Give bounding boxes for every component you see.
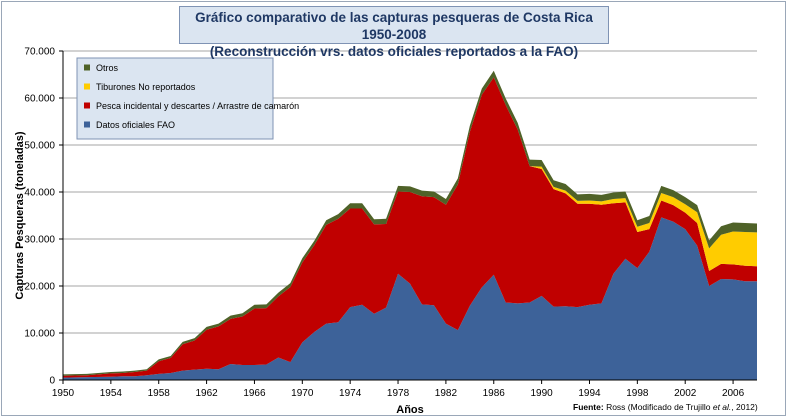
x-tick-label: 1970 <box>291 388 314 399</box>
legend-label: Pesca incidental y descartes / Arrastre … <box>96 101 299 111</box>
x-tick-label: 1994 <box>578 388 601 399</box>
legend-box <box>76 57 274 140</box>
legend-label: Datos oficiales FAO <box>96 120 175 130</box>
y-tick-label: 10.000 <box>24 329 55 340</box>
x-tick-label: 1954 <box>100 388 123 399</box>
chart-subtitle: (Reconstrucción vrs. datos oficiales rep… <box>209 44 579 59</box>
x-tick-label: 1986 <box>483 388 506 399</box>
series-area-datos-oficiales-fao <box>63 217 757 380</box>
legend-swatch <box>84 121 90 128</box>
x-tick-label: 1950 <box>52 388 75 399</box>
chart-title-box: Gráfico comparativo de las capturas pesq… <box>179 6 609 59</box>
source-et-al: et al. <box>712 402 732 412</box>
axes <box>59 50 757 384</box>
x-tick-label: 1962 <box>195 388 218 399</box>
legend-label: Otros <box>96 63 119 73</box>
y-tick-label: 40.000 <box>24 188 55 199</box>
legend-swatch <box>84 83 90 90</box>
x-tick-label: 2006 <box>722 388 745 399</box>
area-series <box>63 70 757 380</box>
x-tick-label: 1974 <box>339 388 362 399</box>
x-tick-label: 1990 <box>530 388 553 399</box>
x-tick-label: 1966 <box>243 388 266 399</box>
legend-swatch <box>84 102 90 109</box>
series-area-pesca-incidental-y-descartes-arrastre-de-camaron <box>63 77 757 378</box>
x-tick-label: 2002 <box>674 388 697 399</box>
y-tick-label: 0 <box>49 376 55 387</box>
x-tick-label: 1998 <box>626 388 649 399</box>
y-axis-title: Capturas Pesqueras (toneladas) <box>14 131 26 299</box>
y-tick-label: 60.000 <box>24 94 55 105</box>
legend-swatch <box>84 64 90 71</box>
source-year: , 2012) <box>731 402 758 412</box>
source-label: Fuente: <box>573 402 604 412</box>
y-tick-label: 30.000 <box>24 235 55 246</box>
x-axis-title: Años <box>396 404 424 416</box>
y-tick-label: 20.000 <box>24 282 55 293</box>
source-note: Fuente: Ross (Modificado de Trujillo et … <box>573 402 758 412</box>
chart-title: Gráfico comparativo de las capturas pesq… <box>195 10 593 42</box>
tick-labels: 0 10.000 20.000 30.000 40.000 50.000 60.000 70.… <box>24 47 744 400</box>
x-tick-label: 1978 <box>387 388 410 399</box>
legend-label: Tiburones No reportados <box>96 82 196 92</box>
y-tick-label: 70.000 <box>24 47 55 58</box>
source-text: Ross (Modificado de Trujillo <box>603 402 713 412</box>
x-tick-label: 1958 <box>148 388 171 399</box>
y-tick-label: 50.000 <box>24 141 55 152</box>
legend: Otros Tiburones No reportados Pesca incide… <box>76 57 299 140</box>
x-tick-label: 1982 <box>435 388 458 399</box>
